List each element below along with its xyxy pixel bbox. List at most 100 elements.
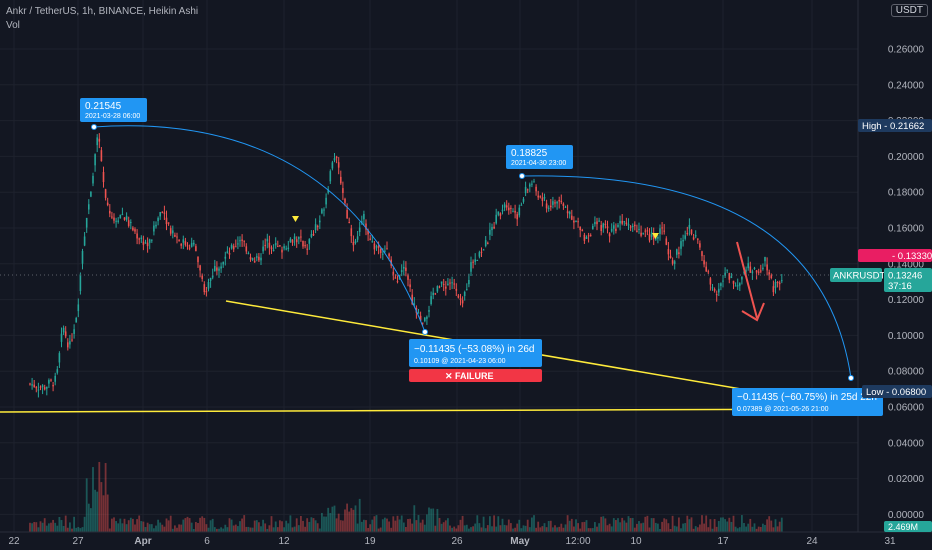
volume-bar xyxy=(136,519,138,532)
volume-bar xyxy=(45,525,48,532)
volume-bar xyxy=(478,523,481,532)
candle-body xyxy=(396,281,399,283)
candle-body xyxy=(655,237,657,240)
volume-bar xyxy=(470,527,472,532)
candle-body xyxy=(615,228,617,231)
candle-body xyxy=(571,215,573,220)
volume-bar xyxy=(302,520,304,532)
candle-body xyxy=(468,279,470,285)
volume-bar xyxy=(707,527,710,532)
volume-bar xyxy=(743,523,745,532)
price-tick-label: 0.26000 xyxy=(888,45,925,56)
price-tick-label: 0.18000 xyxy=(888,188,925,199)
volume-bar xyxy=(499,525,502,532)
candle-body xyxy=(256,256,258,258)
volume-bar xyxy=(774,519,777,532)
volume-bar xyxy=(155,525,157,532)
candle-body xyxy=(455,288,458,291)
candle-body xyxy=(180,243,182,246)
candle-body xyxy=(167,222,170,224)
candle-body xyxy=(629,226,632,228)
volume-bar xyxy=(405,526,407,532)
volume-bar xyxy=(178,524,180,532)
candle-body xyxy=(289,238,292,242)
symbol-title[interactable]: Ankr / TetherUS, 1h, BINANCE, Heikin Ash… xyxy=(6,6,199,17)
volume-bar xyxy=(157,519,159,532)
candle-body xyxy=(495,214,497,224)
candle-body xyxy=(699,243,701,248)
candle-body xyxy=(690,229,693,234)
candle-body xyxy=(197,256,199,263)
candle-body xyxy=(753,267,756,269)
candle-body xyxy=(172,230,174,234)
volume-bar xyxy=(663,518,666,532)
candle-body xyxy=(392,271,395,275)
candle-body xyxy=(659,228,661,235)
candle-body xyxy=(453,283,455,285)
candle-body xyxy=(134,229,136,232)
candle-body xyxy=(760,270,762,272)
volume-bar xyxy=(94,489,96,532)
failure-badge: ✕ FAILURE xyxy=(409,369,542,382)
candle-body xyxy=(650,232,653,237)
volume-bar xyxy=(736,528,739,532)
volume-bar xyxy=(474,523,477,532)
volume-bar xyxy=(291,527,294,532)
candle-body xyxy=(377,245,380,249)
volume-bar xyxy=(182,519,185,532)
volume-bar xyxy=(300,515,302,532)
volume-bar xyxy=(615,520,617,532)
volume-bar xyxy=(138,515,141,532)
volume-bar xyxy=(417,515,420,532)
volume-bar xyxy=(125,524,128,532)
volume-bar xyxy=(375,515,378,532)
candle-body xyxy=(264,245,266,247)
candle-body xyxy=(577,221,579,223)
candle-body xyxy=(445,286,447,289)
candle-body xyxy=(77,304,80,312)
candle-body xyxy=(602,223,605,228)
candle-body xyxy=(268,242,271,248)
volume-bar xyxy=(638,521,640,532)
volume-bar xyxy=(71,528,73,532)
volume-bar xyxy=(428,507,430,532)
candle-body xyxy=(524,186,527,194)
volume-bar xyxy=(434,525,437,532)
candle-body xyxy=(214,265,216,272)
volume-bar xyxy=(90,508,92,532)
volume-bar xyxy=(220,527,222,532)
volume-indicator-title[interactable]: Vol xyxy=(6,20,20,31)
volume-bar xyxy=(314,520,317,532)
volume-bar xyxy=(617,518,619,532)
volume-bar xyxy=(717,521,720,532)
candle-body xyxy=(113,217,115,221)
candle-body xyxy=(37,389,40,391)
red-arrow-head xyxy=(741,302,765,322)
volume-bar xyxy=(245,526,248,532)
volume-bar xyxy=(304,526,306,532)
time-axis[interactable]: 22 27 Apr 6 12 19 26 May 12:00 10 17 24 31 xyxy=(0,531,932,547)
candle-body xyxy=(621,220,623,224)
volume-bar xyxy=(342,520,344,532)
drop2-label-text: −0.11435 (−60.75%) in 25d 22h xyxy=(737,392,877,403)
volume-bar xyxy=(472,526,474,532)
time-tick-label: Apr xyxy=(134,536,151,547)
volume-bar xyxy=(79,528,82,532)
volume-bar xyxy=(449,525,451,532)
candle-body xyxy=(104,189,107,198)
volume-bar xyxy=(222,528,225,532)
candle-body xyxy=(188,247,191,249)
volume-bar xyxy=(148,524,151,532)
currency-button[interactable]: USDT xyxy=(890,4,928,17)
volume-bar xyxy=(295,518,298,532)
volume-bar xyxy=(577,523,579,532)
candle-body xyxy=(348,222,350,224)
candle-body xyxy=(434,293,437,295)
volume-bar xyxy=(587,528,590,532)
candle-body xyxy=(526,189,529,191)
candle-body xyxy=(75,318,77,323)
candle-body xyxy=(757,271,760,273)
candle-body xyxy=(705,266,707,272)
